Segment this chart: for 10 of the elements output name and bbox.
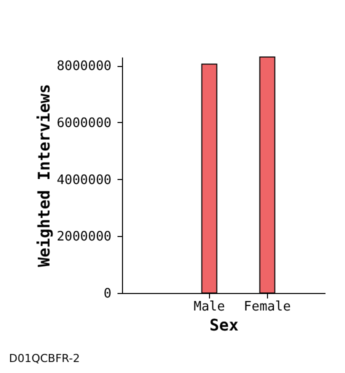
y-tick-label: 0 (104, 286, 112, 302)
y-axis-title: Weighted Interviews (34, 84, 54, 268)
x-tick-label: Male (194, 300, 226, 314)
x-tick-label: Female (244, 300, 291, 314)
x-axis-title: Sex (210, 316, 239, 334)
text: D01QCBFR-2 (9, 352, 80, 365)
y-tick-label: 4000000 (56, 172, 112, 188)
y-tick-label: 6000000 (56, 116, 112, 131)
y-tick-label: 8000000 (56, 59, 112, 74)
y-tick-label: 2000000 (56, 230, 112, 245)
